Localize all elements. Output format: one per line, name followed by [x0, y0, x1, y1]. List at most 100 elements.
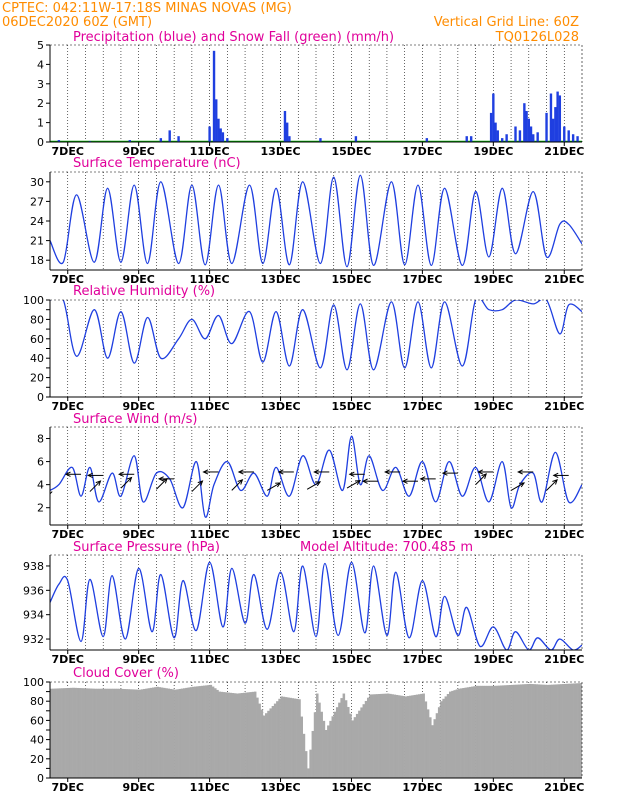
wind-arrow-shaft: [191, 480, 203, 492]
cloud-bar: [413, 694, 417, 778]
cloud-bar: [429, 717, 432, 778]
cloud-bar: [191, 686, 195, 778]
humidity-xtick-label: 13DEC: [261, 400, 301, 413]
cloud-bar: [484, 685, 487, 778]
cloud-bar: [480, 685, 483, 778]
pressure-xtick-label: 11DEC: [190, 653, 230, 666]
cloud-bar: [171, 689, 175, 778]
cloud-bar: [265, 713, 268, 778]
wind-arrow-head: [95, 480, 102, 486]
wind-arrow-head: [197, 480, 204, 486]
wind-arrow-head: [118, 471, 124, 477]
cloud-bar: [522, 684, 525, 778]
wind-plot: [50, 435, 582, 518]
cloud-bar: [384, 693, 388, 778]
cloud-bar: [136, 689, 139, 778]
cloud-bar: [362, 704, 366, 778]
cloud-bar: [380, 693, 383, 778]
cloud-bar: [262, 715, 266, 778]
cloud-bar: [579, 683, 582, 778]
wind-arrow-head: [519, 482, 526, 488]
precip-bar: [496, 130, 499, 142]
cloud-bar: [127, 689, 131, 778]
cloud-bar: [69, 687, 73, 778]
precip-bar: [288, 136, 291, 142]
cloud-bar: [347, 706, 350, 778]
cloud-bar: [154, 687, 157, 778]
wind-arrow-head: [361, 478, 368, 484]
wind-xtick-label: 9DEC: [122, 528, 154, 541]
cloud-bar: [278, 698, 281, 778]
humidity-ytick-label: 40: [30, 352, 44, 365]
cloud-bar: [511, 684, 514, 778]
cloud-bar: [132, 689, 135, 778]
temperature-xtick-label: 7DEC: [52, 273, 84, 286]
precip-bar: [558, 95, 562, 142]
precip-ytick-label: 0: [37, 136, 44, 149]
humidity-series-line: [50, 300, 582, 371]
cloud-bar: [499, 685, 503, 778]
cloud-xtick-label: 13DEC: [261, 781, 301, 794]
cloud-bar: [267, 710, 270, 778]
cloud-bar: [455, 689, 459, 778]
cloud-bar: [138, 689, 142, 778]
precip-bar: [532, 134, 535, 142]
cloud-bar: [258, 703, 261, 778]
cloud-bar: [468, 686, 472, 778]
cloud-bar: [156, 686, 159, 778]
cloud-bar: [440, 701, 443, 778]
wind-arrow-shaft: [510, 482, 525, 491]
cloud-bar: [562, 684, 565, 778]
wind-arrow-shaft: [156, 478, 168, 490]
wind-arrow-head: [313, 469, 320, 475]
cloud-bar: [56, 688, 60, 778]
cloud-bar: [371, 694, 374, 778]
cloud-bar: [477, 685, 481, 778]
precip-bar: [545, 112, 548, 142]
cloud-bar: [253, 691, 257, 778]
wind-arrow-head: [354, 480, 362, 485]
pressure-ytick-label: 934: [23, 609, 44, 622]
temperature-series-line: [50, 174, 582, 268]
cloud-bar: [422, 693, 425, 778]
humidity-panel: 0 20 40 60 80 100 7DEC 9DEC 11DEC 13DEC 15DEC 17DEC…: [23, 294, 584, 413]
wind-arrow-head: [348, 471, 355, 477]
humidity-title: Relative Humidity (%): [73, 284, 215, 299]
cloud-bar: [225, 692, 228, 778]
precip-bar: [128, 140, 131, 142]
cloud-bar: [140, 689, 144, 778]
cloud-bar: [502, 685, 505, 778]
cloud-bar: [409, 695, 412, 778]
wind-arrow-head: [384, 469, 390, 475]
cloud-bar: [555, 684, 558, 778]
precip-bar: [319, 138, 322, 142]
precip-bar: [563, 126, 566, 142]
cloud-bar: [486, 685, 490, 778]
cloud-ytick-label: 100: [23, 676, 44, 689]
pressure-xtick-label: 13DEC: [261, 653, 301, 666]
cloud-bar: [524, 684, 527, 778]
cloud-bar: [338, 702, 341, 778]
precip-bar: [536, 132, 539, 142]
cloud-bar: [273, 703, 277, 778]
cloud-bar: [400, 695, 403, 778]
cloud-bar: [229, 692, 233, 778]
cloud-bar: [393, 694, 397, 778]
precip-bar: [469, 136, 473, 142]
cloud-bar: [327, 725, 330, 778]
precip-bar: [159, 138, 163, 142]
wind-arrow-shaft: [546, 479, 558, 491]
cloud-bar: [169, 688, 173, 778]
cloud-bar: [444, 696, 448, 778]
cloud-bar: [187, 687, 190, 778]
cloud-bar: [120, 688, 124, 778]
cloud-bar: [220, 691, 224, 778]
humidity-xtick-label: 21DEC: [544, 400, 584, 413]
precip-bar: [523, 103, 526, 142]
wind-ytick-label: 2: [37, 502, 44, 515]
cloud-bar: [282, 696, 286, 778]
temperature-xtick-label: 9DEC: [122, 273, 154, 286]
cloud-bar: [158, 687, 162, 778]
cloud-xtick-label: 17DEC: [402, 781, 442, 794]
cloud-bar: [515, 684, 519, 778]
